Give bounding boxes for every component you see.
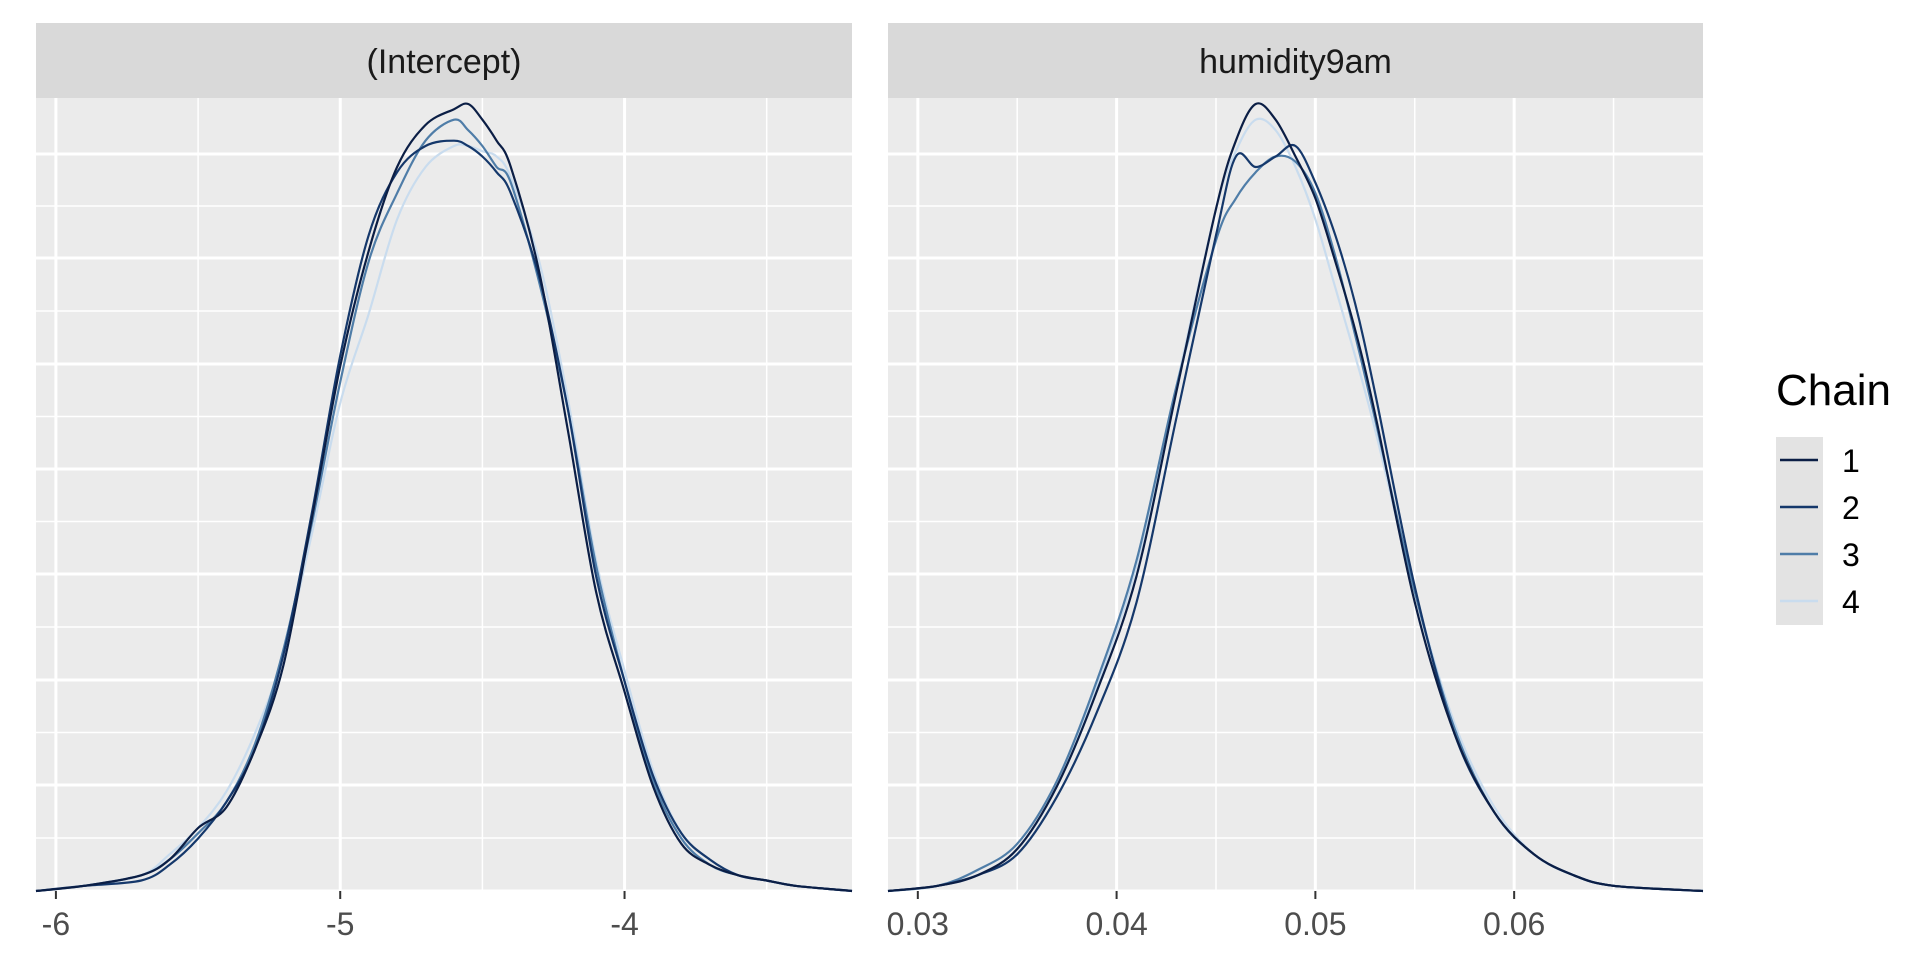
legend-entries: 1 2 3 4 xyxy=(1780,443,1860,620)
legend-key-background xyxy=(1776,437,1823,625)
legend-title: Chain xyxy=(1776,366,1891,415)
facet-strip-title: (Intercept) xyxy=(367,43,522,81)
panel-2: humidity9am 0.03 0.04 0.05 0.06 xyxy=(887,23,1704,942)
legend-label-chain-3: 3 xyxy=(1842,537,1860,573)
density-line-chain-2 xyxy=(35,139,853,893)
density-line-chain-1 xyxy=(35,102,853,893)
density-line-chain-1 xyxy=(887,102,1704,893)
legend-label-chain-4: 4 xyxy=(1842,584,1860,620)
x-tick-label: 0.06 xyxy=(1483,906,1545,942)
facet-strip xyxy=(36,23,852,98)
x-tick-label: 0.04 xyxy=(1085,906,1147,942)
x-tick-label: -4 xyxy=(610,906,638,942)
legend-label-chain-2: 2 xyxy=(1842,490,1860,526)
x-tick-label: -5 xyxy=(326,906,354,942)
facet-panels: (Intercept) -6 -5 -4 humidity9am 0.03 0.04 0.05… xyxy=(35,23,1704,942)
x-tick-label: 0.03 xyxy=(887,906,949,942)
panel-1: (Intercept) -6 -5 -4 xyxy=(35,23,853,942)
facet-strip-title: humidity9am xyxy=(1199,43,1392,81)
legend-label-chain-1: 1 xyxy=(1842,443,1860,479)
plot-background xyxy=(36,98,852,891)
facet-strip xyxy=(888,23,1703,98)
plot-background xyxy=(888,98,1703,891)
x-tick-label: 0.05 xyxy=(1284,906,1346,942)
chain-legend: Chain 1 2 3 4 xyxy=(1776,366,1891,625)
x-tick-label: -6 xyxy=(42,906,70,942)
